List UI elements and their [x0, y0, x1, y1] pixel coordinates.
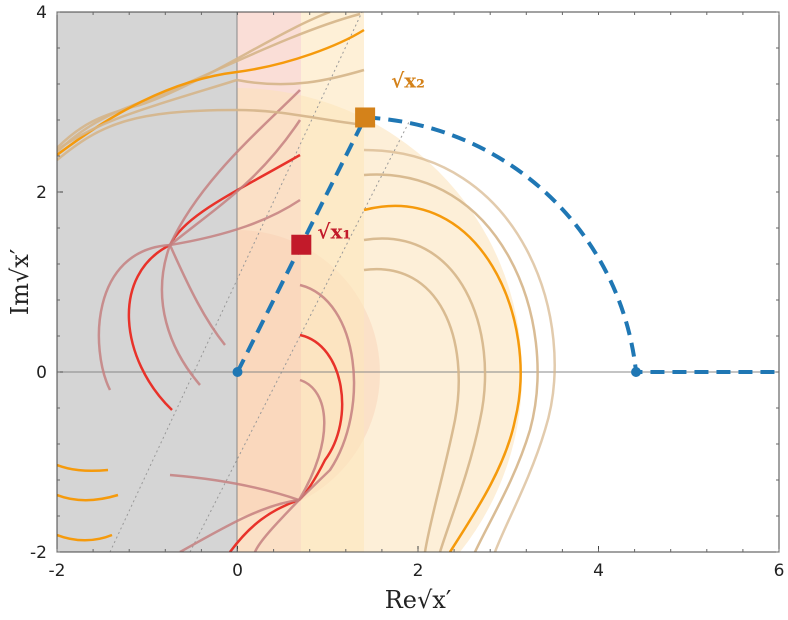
red-faint-4 [97, 243, 171, 391]
y-tick-label: 0 [36, 363, 47, 383]
x-tick-label: 4 [593, 561, 604, 581]
red-curve-main-4 [228, 498, 300, 552]
orange-left-3 [57, 533, 113, 542]
orange-faint-6 [363, 237, 487, 552]
contour [232, 115, 779, 377]
x-axis-ticks: -2 0 2 4 6 [49, 12, 785, 581]
y-tick-label: 4 [36, 3, 47, 23]
y-axis-label: Im√x′ [6, 249, 34, 316]
red-faint-1 [168, 89, 301, 246]
orange-left-2 [57, 493, 119, 502]
y-tick-label: 2 [36, 183, 47, 203]
red-curve-main-3 [298, 333, 344, 501]
red-faint-6 [168, 244, 226, 346]
red-faint-3 [169, 198, 301, 247]
sqrt-x2-marker [355, 107, 376, 128]
orange-faint-1 [57, 12, 331, 149]
red-faint-11 [179, 498, 300, 552]
red-curves [97, 89, 356, 552]
y-axis-ticks: -2 0 2 4 [30, 3, 779, 563]
sqrt-x2-label: √x₂ [391, 68, 425, 92]
contour-path [235, 115, 779, 374]
red-faint-8 [297, 378, 326, 501]
orange-faint-5 [363, 173, 539, 552]
guide-line-2 [189, 119, 411, 552]
x-tick-label: -2 [49, 561, 66, 581]
x-tick-label: 0 [232, 561, 243, 581]
red-faint-7 [298, 283, 356, 501]
sqrt-x1-label: √x₁ [317, 220, 351, 244]
red-faint-5 [160, 244, 201, 386]
x-tick-label: 6 [774, 561, 785, 581]
red-faint-10 [253, 499, 300, 552]
y-tick-label: -2 [30, 543, 47, 563]
x-axis-label: Re√x′ [385, 586, 452, 614]
red-faint-9 [169, 473, 300, 502]
contour-start-point [232, 367, 243, 377]
contour-arc-end-point [631, 367, 642, 377]
orange-faint-8 [363, 148, 556, 552]
red-faint-2 [169, 119, 302, 246]
orange-faint-3 [57, 68, 365, 152]
gray-region [57, 12, 237, 552]
guide-lines [109, 12, 411, 552]
sqrt-x1-marker [291, 234, 312, 255]
orange-main-2 [363, 204, 522, 552]
orange-left-1 [57, 463, 109, 473]
red-curve-main-1 [168, 153, 301, 246]
guide-line-1 [109, 12, 363, 552]
orange-faint-7 [363, 267, 460, 552]
red-curve-main-2 [127, 243, 173, 411]
orange-faint-2 [57, 12, 361, 153]
orange-curves [57, 12, 556, 552]
x-tick-label: 2 [413, 561, 424, 581]
orange-faint-4 [57, 108, 365, 161]
